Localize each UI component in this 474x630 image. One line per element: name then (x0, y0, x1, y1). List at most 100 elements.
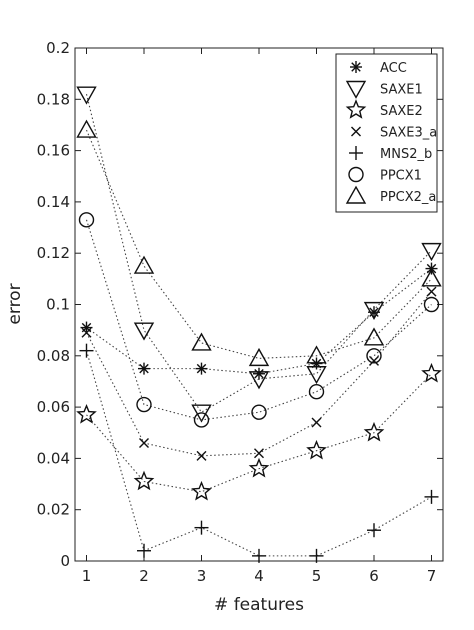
data-point-ppcx1 (366, 348, 382, 364)
legend-label: ACC (380, 61, 407, 76)
legend-marker-saxe2 (345, 99, 367, 119)
legend-item-saxe1: SAXE1 (345, 80, 423, 99)
series-line-acc (86, 268, 432, 375)
y-tick-label: 0.08 (37, 347, 70, 365)
data-point-ppcx1 (136, 396, 152, 413)
data-point-saxe1 (248, 371, 270, 390)
y-tick-label: 0.14 (37, 193, 70, 211)
data-point-saxe2 (306, 439, 327, 460)
y-tick-label: 0.06 (37, 398, 70, 416)
series-saxe3-a (81, 286, 437, 461)
data-point-mns2-b (252, 548, 266, 563)
y-tick-label: 0.1 (46, 296, 70, 314)
data-point-saxe2 (421, 362, 442, 383)
data-point-mns2-b (424, 489, 439, 504)
data-point-saxe1 (76, 86, 97, 105)
series-saxe1 (76, 86, 442, 423)
series-group (76, 86, 442, 563)
data-point-saxe3-a (196, 450, 207, 461)
y-tick-label: 0.2 (46, 39, 70, 57)
legend-marker-acc (350, 61, 362, 73)
legend: ACC SAXE1 SAXE2 SAXE3_a MNS2_b PPCX1 PPCX2_a (335, 53, 438, 213)
legend-marker-ppcx1 (348, 166, 364, 183)
x-tick-label: 6 (369, 567, 379, 585)
axis-ticks: 1 2 3 4 5 6 7 0 0.02 0.04 0.06 0.08 0.1 0.12 0.14 0.16 0… (37, 39, 443, 585)
x-tick-label: 4 (254, 567, 264, 585)
x-axis-title: # features (214, 595, 304, 615)
data-point-saxe3-a (254, 448, 264, 459)
legend-label: PPCX2_a (380, 190, 436, 205)
data-point-ppcx2-a (306, 345, 327, 364)
data-point-saxe3-a (139, 438, 149, 449)
data-point-ppcx2-a (191, 332, 212, 351)
series-acc (80, 262, 438, 380)
data-point-ppcx2-a (421, 268, 442, 287)
y-tick-label: 0.04 (37, 449, 70, 467)
series-saxe2 (76, 362, 442, 501)
legend-marker-ppcx2-a (345, 185, 367, 204)
data-point-saxe3-a (81, 327, 92, 338)
data-point-acc (138, 362, 150, 375)
x-tick-label: 7 (427, 567, 437, 585)
data-point-saxe3-a (311, 417, 322, 428)
y-tick-label: 0.12 (37, 244, 70, 262)
data-point-saxe2 (76, 403, 97, 424)
x-tick-label: 2 (139, 567, 149, 585)
data-point-saxe2 (363, 421, 385, 442)
data-point-mns2-b (137, 543, 151, 558)
data-point-saxe3-a (426, 286, 437, 297)
legend-label: PPCX1 (380, 169, 422, 184)
x-tick-label: 1 (82, 567, 92, 585)
data-point-saxe1 (133, 322, 155, 341)
data-point-ppcx2-a (248, 347, 270, 367)
series-mns2-b (79, 343, 439, 563)
legend-marker-mns2-b (349, 146, 363, 160)
legend-marker-saxe1 (345, 80, 367, 99)
legend-box (335, 53, 438, 213)
data-point-saxe1 (191, 404, 212, 423)
data-point-acc (195, 362, 208, 375)
legend-item-ppcx1: PPCX1 (348, 166, 422, 184)
data-point-saxe2 (133, 470, 155, 491)
data-point-ppcx1 (193, 412, 210, 428)
y-tick-label: 0.02 (37, 501, 70, 519)
data-point-ppcx1 (423, 296, 440, 313)
data-point-acc (253, 367, 265, 380)
legend-item-ppcx2-a: PPCX2_a (345, 185, 436, 205)
data-point-saxe1 (363, 301, 385, 321)
legend-item-mns2-b: MNS2_b (349, 146, 432, 162)
y-tick-label: 0 (60, 552, 70, 570)
series-line-saxe2 (86, 373, 432, 493)
series-line-ppcx1 (85, 219, 432, 421)
data-point-saxe1 (306, 366, 327, 385)
legend-label: MNS2_b (380, 147, 432, 162)
data-point-ppcx1 (308, 384, 325, 400)
data-point-mns2-b (367, 523, 381, 538)
data-point-ppcx2-a (363, 327, 385, 346)
legend-label: SAXE1 (380, 83, 423, 98)
data-point-saxe2 (191, 480, 212, 501)
legend-marker-saxe3-a (351, 126, 361, 137)
y-tick-label: 0.16 (37, 142, 70, 160)
data-point-saxe2 (248, 457, 270, 478)
series-line-saxe1 (85, 94, 432, 413)
legend-item-acc: ACC (350, 61, 407, 76)
x-tick-label: 3 (197, 567, 207, 585)
legend-label: SAXE3_a (380, 126, 437, 141)
x-tick-label: 5 (312, 567, 322, 585)
data-point-mns2-b (309, 548, 324, 563)
data-point-mns2-b (79, 343, 94, 358)
legend-item-saxe3-a: SAXE3_a (351, 126, 437, 141)
data-point-ppcx2-a (76, 119, 97, 138)
data-point-ppcx2-a (133, 255, 155, 274)
legend-item-saxe2: SAXE2 (345, 99, 423, 119)
data-point-saxe1 (421, 242, 442, 262)
legend-label: SAXE2 (380, 104, 423, 119)
data-point-mns2-b (194, 520, 209, 535)
y-tick-label: 0.18 (37, 90, 70, 108)
data-point-ppcx1 (251, 404, 267, 420)
series-ppcx1 (78, 212, 440, 428)
data-point-ppcx1 (78, 212, 95, 228)
y-axis-title: error (5, 283, 25, 324)
